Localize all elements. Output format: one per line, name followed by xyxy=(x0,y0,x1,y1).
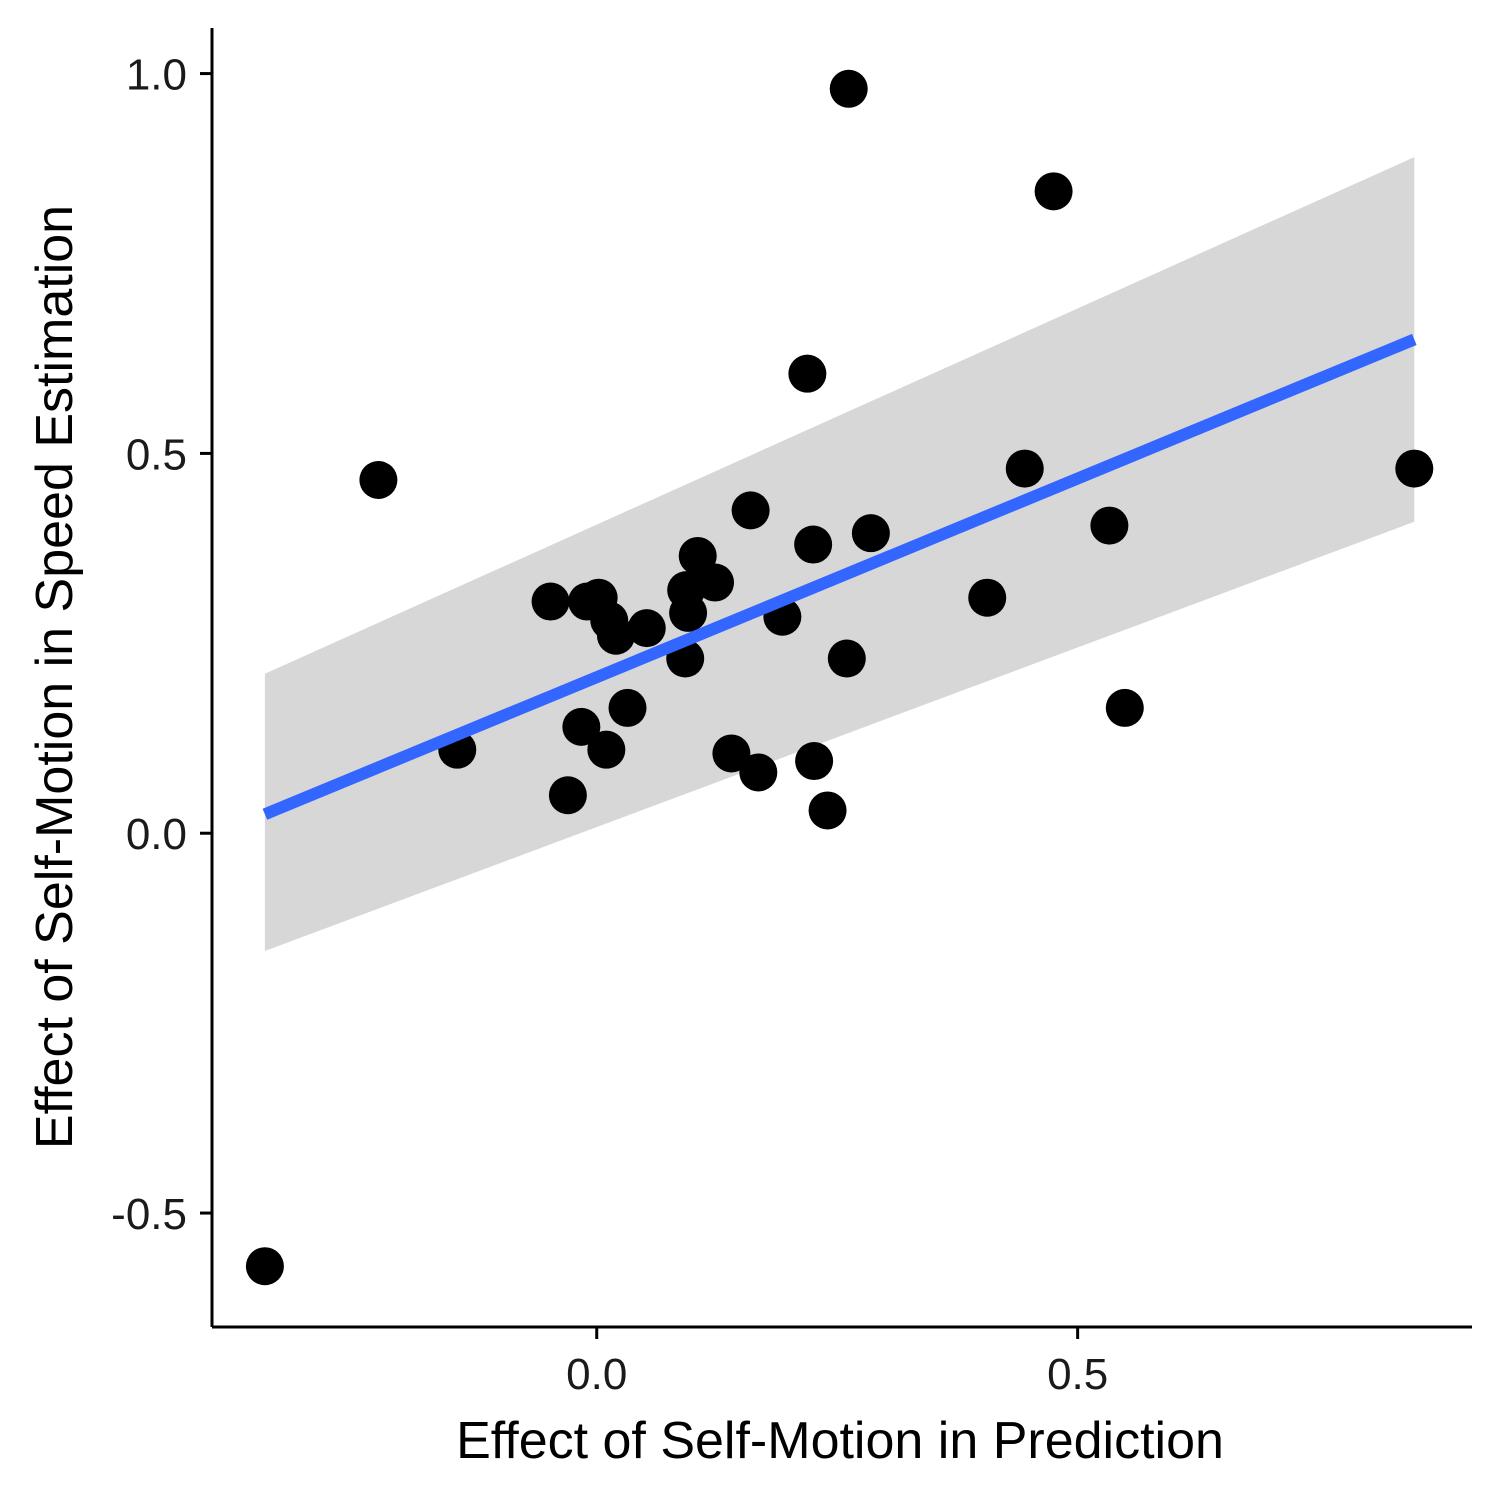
data-point xyxy=(245,1247,284,1286)
data-point xyxy=(696,563,735,602)
axes-layer xyxy=(210,28,1472,1329)
data-point xyxy=(548,776,587,815)
data-point xyxy=(829,69,868,108)
data-points-layer xyxy=(245,69,1434,1286)
data-point xyxy=(851,514,890,553)
data-point xyxy=(794,525,833,564)
data-point xyxy=(562,707,601,746)
data-point xyxy=(1395,449,1434,488)
y-tick-label: 1.0 xyxy=(126,51,187,100)
data-point xyxy=(587,730,626,769)
data-point xyxy=(808,791,847,830)
y-axis-title: Effect of Self-Motion in Speed Estimatio… xyxy=(26,205,84,1149)
data-point xyxy=(627,609,666,648)
data-point xyxy=(788,354,827,393)
data-point xyxy=(827,639,866,678)
data-point xyxy=(669,593,708,632)
data-point xyxy=(795,742,834,781)
ticks-layer: 0.0 0.5 -0.5 0.0 0.5 1.0 xyxy=(111,51,1108,1399)
y-tick-label: 0.5 xyxy=(126,430,187,479)
x-axis-title: Effect of Self-Motion in Prediction xyxy=(456,1412,1224,1470)
data-point xyxy=(359,460,398,499)
confidence-band-layer xyxy=(264,157,1415,951)
data-point xyxy=(1105,688,1144,727)
y-tick-label: 0.0 xyxy=(126,810,187,859)
x-tick-label: 0.0 xyxy=(566,1350,627,1399)
data-point xyxy=(596,616,635,655)
data-point xyxy=(731,491,770,530)
data-point xyxy=(1005,449,1044,488)
data-point xyxy=(1034,172,1073,211)
fit-line-layer xyxy=(262,333,1417,820)
fit-line xyxy=(262,333,1417,820)
data-point xyxy=(712,734,751,773)
data-point xyxy=(968,578,1007,617)
confidence-band xyxy=(264,157,1415,951)
data-point xyxy=(1090,506,1129,545)
data-point xyxy=(531,582,570,621)
y-tick-label: -0.5 xyxy=(111,1190,187,1239)
data-point xyxy=(739,753,778,792)
x-tick-label: 0.5 xyxy=(1047,1350,1108,1399)
data-point xyxy=(608,688,647,727)
